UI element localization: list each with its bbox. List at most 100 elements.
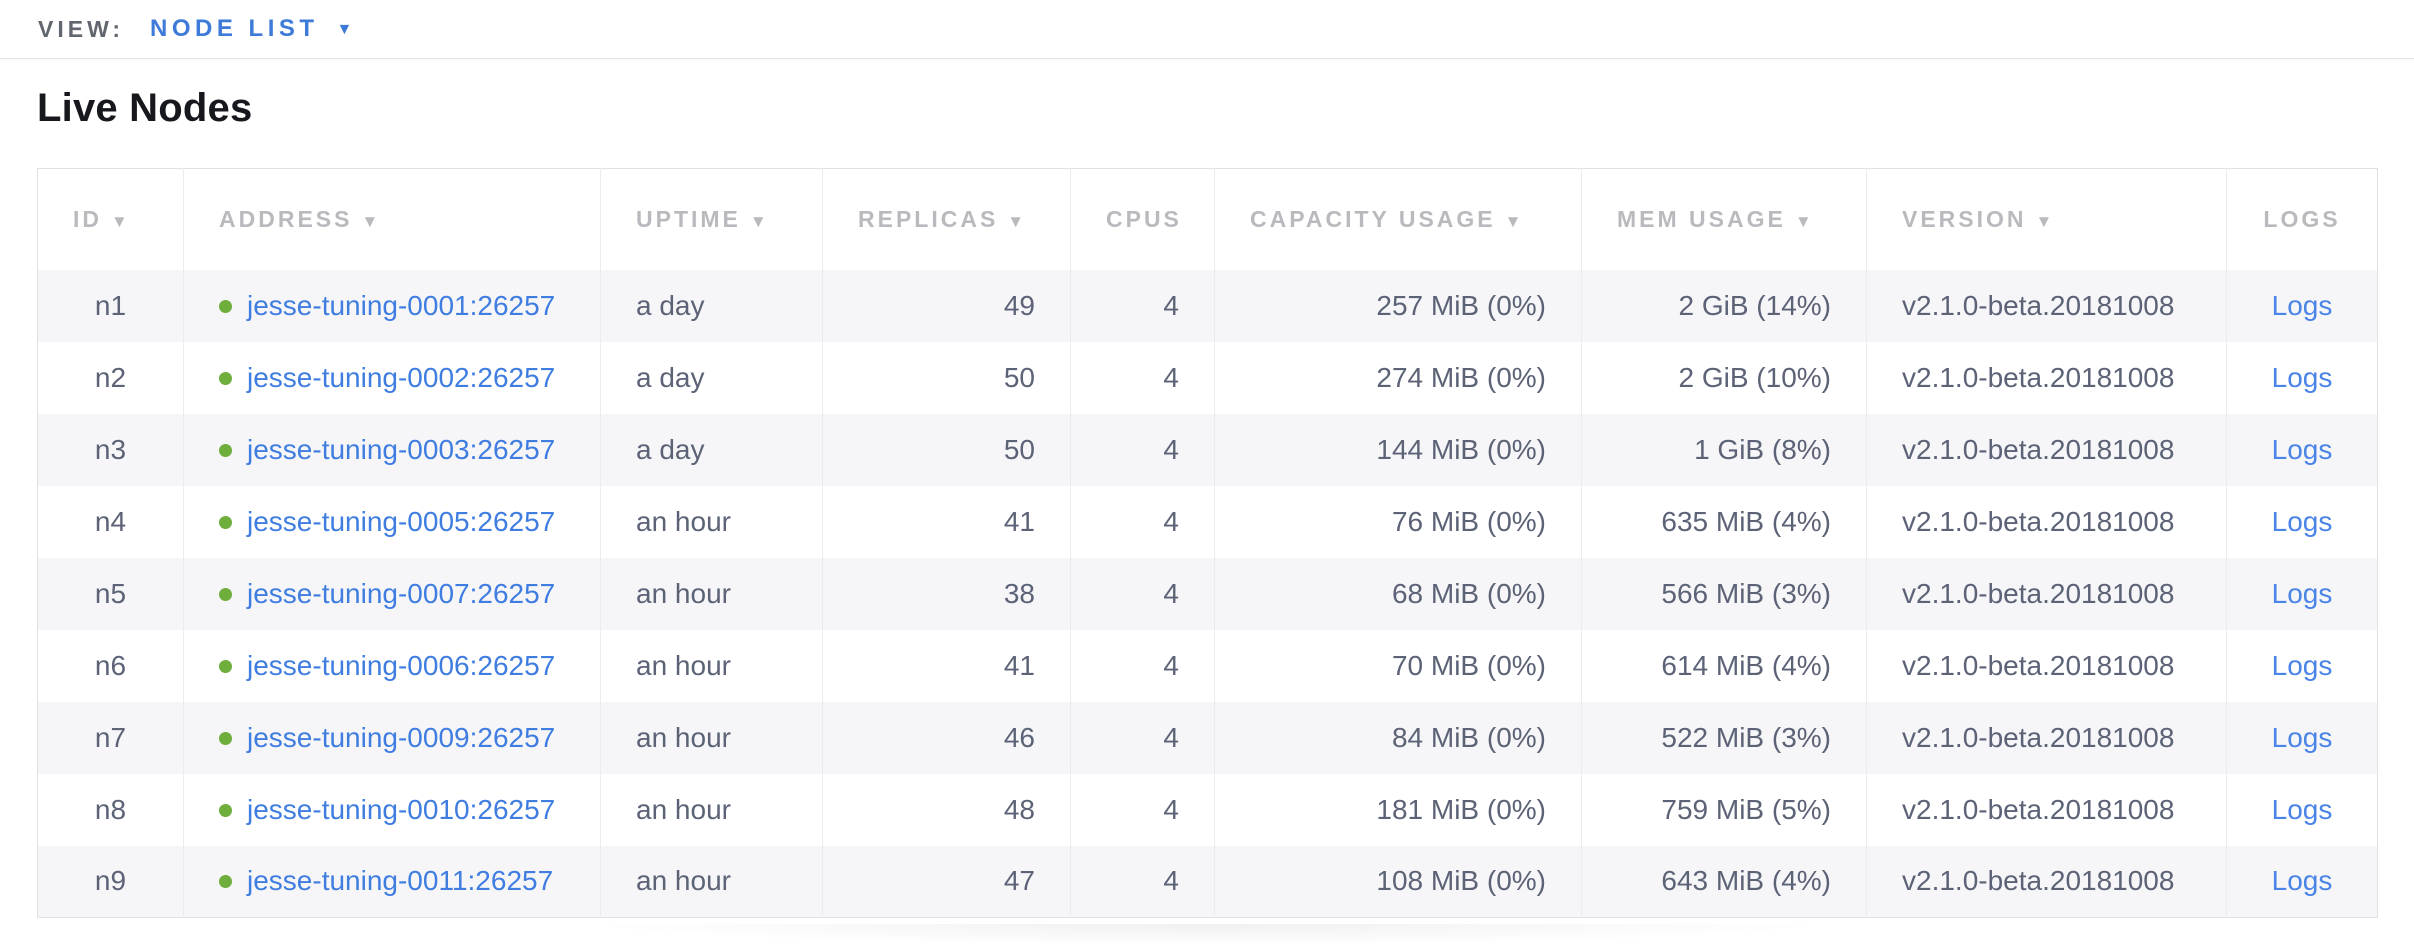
cell-value-id: n6 xyxy=(94,649,127,681)
cell-value-mem: 566 MiB (3%) xyxy=(1661,577,1831,609)
logs-link[interactable]: Logs xyxy=(2271,289,2333,321)
cell-replicas: 50 xyxy=(822,413,1071,486)
logs-link[interactable]: Logs xyxy=(2271,361,2333,393)
cell-address: jesse-tuning-0003:26257 xyxy=(183,413,601,486)
table-header-row: ID ▼ ADDRESS ▼ UPTIME ▼ REPLICAS ▼ CPUS CAPACITY … xyxy=(37,168,2378,270)
cell-capacity: 181 MiB (0%) xyxy=(1214,773,1582,846)
cell-replicas: 41 xyxy=(822,629,1071,702)
column-header-mem[interactable]: MEM USAGE ▼ xyxy=(1581,168,1867,270)
cell-value-uptime: an hour xyxy=(636,865,731,897)
cell-uptime: an hour xyxy=(600,773,823,846)
logs-link[interactable]: Logs xyxy=(2271,865,2333,897)
logs-link[interactable]: Logs xyxy=(2271,433,2333,465)
cell-cpus: 4 xyxy=(1070,773,1215,846)
cell-uptime: a day xyxy=(600,413,823,486)
cell-value-replicas: 38 xyxy=(1003,577,1035,609)
cell-value-replicas: 41 xyxy=(1003,505,1035,537)
cell-value-version: v2.1.0-beta.20181008 xyxy=(1902,433,2175,465)
column-header-label: UPTIME xyxy=(636,205,741,232)
cell-logs: Logs xyxy=(2226,341,2378,414)
node-healthy-status-icon xyxy=(219,515,232,529)
cell-cpus: 4 xyxy=(1070,557,1215,630)
node-address-link[interactable]: jesse-tuning-0002:26257 xyxy=(247,361,556,393)
view-selector-bar: VIEW: NODE LIST ▼ xyxy=(0,0,2414,59)
cell-value-replicas: 50 xyxy=(1003,433,1035,465)
cell-cpus: 4 xyxy=(1070,413,1215,486)
cell-id: n2 xyxy=(38,342,184,414)
cell-value-version: v2.1.0-beta.20181008 xyxy=(1902,577,2175,609)
node-healthy-status-icon xyxy=(219,875,232,889)
cell-uptime: an hour xyxy=(600,557,823,630)
cell-cpus: 4 xyxy=(1070,701,1215,774)
cell-capacity: 274 MiB (0%) xyxy=(1214,341,1582,414)
logs-link[interactable]: Logs xyxy=(2271,577,2333,609)
cell-version: v2.1.0-beta.20181008 xyxy=(1866,341,2227,414)
cell-capacity: 84 MiB (0%) xyxy=(1214,701,1582,774)
cell-capacity: 70 MiB (0%) xyxy=(1214,629,1582,702)
column-header-uptime[interactable]: UPTIME ▼ xyxy=(600,168,823,270)
node-address-link[interactable]: jesse-tuning-0011:26257 xyxy=(247,865,554,897)
cell-mem: 2 GiB (10%) xyxy=(1581,341,1867,414)
cell-value-uptime: an hour xyxy=(636,721,731,753)
page-title: Live Nodes xyxy=(37,86,253,130)
cell-address: jesse-tuning-0001:26257 xyxy=(183,269,601,342)
cell-value-capacity: 108 MiB (0%) xyxy=(1376,865,1546,897)
main-content: Live Nodes ID ▼ ADDRESS ▼ UPTIME ▼ REPLICAS ▼ CP… xyxy=(0,86,2414,948)
cell-value-version: v2.1.0-beta.20181008 xyxy=(1902,505,2175,537)
column-header-replicas[interactable]: REPLICAS ▼ xyxy=(822,168,1071,270)
node-address-link[interactable]: jesse-tuning-0007:26257 xyxy=(247,577,556,609)
cell-value-mem: 2 GiB (14%) xyxy=(1678,289,1832,321)
cell-value-cpus: 4 xyxy=(1163,865,1179,897)
node-address-link[interactable]: jesse-tuning-0003:26257 xyxy=(247,433,556,465)
sort-desc-icon: ▼ xyxy=(749,211,770,231)
cell-value-replicas: 46 xyxy=(1003,721,1035,753)
node-healthy-status-icon xyxy=(219,299,232,313)
cell-id: n1 xyxy=(38,270,184,342)
cell-value-version: v2.1.0-beta.20181008 xyxy=(1902,289,2175,321)
cell-value-version: v2.1.0-beta.20181008 xyxy=(1902,361,2175,393)
cell-value-id: n2 xyxy=(94,361,127,393)
cell-mem: 614 MiB (4%) xyxy=(1581,629,1867,702)
node-address-link[interactable]: jesse-tuning-0009:26257 xyxy=(247,721,556,753)
node-address-link[interactable]: jesse-tuning-0010:26257 xyxy=(247,793,556,825)
logs-link[interactable]: Logs xyxy=(2271,505,2333,537)
cell-mem: 1 GiB (8%) xyxy=(1581,413,1867,486)
view-selector-value: NODE LIST xyxy=(150,15,319,42)
table-row: n3 jesse-tuning-0003:26257 a day 50 4 144 MiB… xyxy=(37,413,2378,486)
cell-replicas: 50 xyxy=(822,341,1071,414)
cell-mem: 522 MiB (3%) xyxy=(1581,701,1867,774)
table-row: n8 jesse-tuning-0010:26257 an hour 48 4 181 M… xyxy=(37,773,2378,846)
node-healthy-status-icon xyxy=(219,587,232,601)
node-address-link[interactable]: jesse-tuning-0005:26257 xyxy=(247,505,556,537)
cell-replicas: 49 xyxy=(822,269,1071,342)
cell-version: v2.1.0-beta.20181008 xyxy=(1866,845,2227,918)
cell-value-cpus: 4 xyxy=(1163,433,1179,465)
cell-mem: 643 MiB (4%) xyxy=(1581,845,1867,918)
column-header-capacity[interactable]: CAPACITY USAGE ▼ xyxy=(1214,168,1582,270)
content-bottom-shadow xyxy=(457,924,1957,948)
cell-id: n5 xyxy=(38,558,184,630)
cell-address: jesse-tuning-0011:26257 xyxy=(183,845,601,918)
cell-value-mem: 643 MiB (4%) xyxy=(1661,865,1831,897)
logs-link[interactable]: Logs xyxy=(2271,793,2333,825)
cell-version: v2.1.0-beta.20181008 xyxy=(1866,413,2227,486)
column-header-address[interactable]: ADDRESS ▼ xyxy=(183,168,601,270)
node-address-link[interactable]: jesse-tuning-0006:26257 xyxy=(247,649,556,681)
logs-link[interactable]: Logs xyxy=(2271,649,2333,681)
node-address-link[interactable]: jesse-tuning-0001:26257 xyxy=(247,289,556,321)
column-header-id[interactable]: ID ▼ xyxy=(37,168,184,270)
column-header-version[interactable]: VERSION ▼ xyxy=(1866,168,2227,270)
cell-capacity: 108 MiB (0%) xyxy=(1214,845,1582,918)
cell-value-mem: 635 MiB (4%) xyxy=(1661,505,1831,537)
cell-value-cpus: 4 xyxy=(1163,505,1179,537)
view-selector-dropdown[interactable]: NODE LIST ▼ xyxy=(150,15,352,43)
column-header-label: REPLICAS xyxy=(858,205,999,232)
column-header-cpus: CPUS xyxy=(1070,168,1215,270)
cell-value-replicas: 48 xyxy=(1003,793,1035,825)
cell-mem: 566 MiB (3%) xyxy=(1581,557,1867,630)
table-row: n7 jesse-tuning-0009:26257 an hour 46 4 84 Mi… xyxy=(37,701,2378,774)
cell-value-cpus: 4 xyxy=(1163,793,1179,825)
cell-capacity: 257 MiB (0%) xyxy=(1214,269,1582,342)
logs-link[interactable]: Logs xyxy=(2271,721,2333,753)
cell-logs: Logs xyxy=(2226,773,2378,846)
